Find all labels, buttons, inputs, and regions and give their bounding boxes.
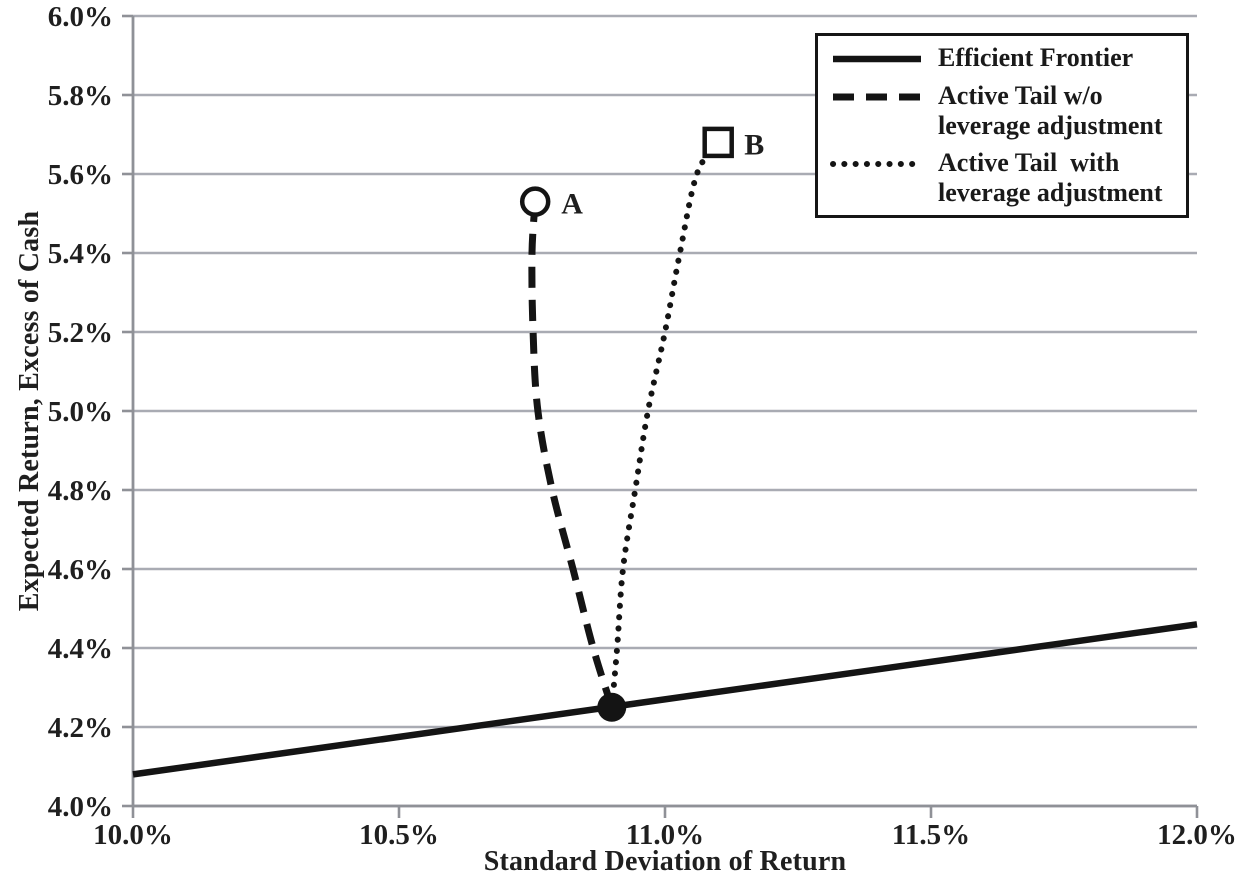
series-solid-line	[132, 621, 1198, 778]
y-tick-label: 5.4%	[48, 238, 113, 270]
y-axis-title: Expected Return, Excess of Cash	[14, 210, 45, 612]
y-tick-label: 4.0%	[48, 791, 113, 823]
legend-entry: Efficient Frontier	[830, 43, 1178, 74]
legend-entry-label: Efficient Frontier	[938, 43, 1134, 72]
x-tick-label: 10.5%	[359, 819, 439, 851]
x-tick-label: 11.0%	[626, 819, 704, 851]
x-axis-title: Standard Deviation of Return	[483, 846, 847, 877]
y-tick-label: 5.0%	[48, 396, 113, 428]
x-tick-label: 10.0%	[93, 819, 173, 851]
y-tick-label: 4.2%	[48, 712, 113, 744]
legend-entry: Active Tail w/o leverage adjustment	[830, 81, 1178, 141]
legend-entry-label: Active Tail with leverage adjustment	[938, 148, 1163, 207]
marker-label: B	[744, 128, 764, 161]
legend-line-sample-dotted	[830, 148, 924, 179]
y-tick-label: 4.8%	[48, 475, 113, 507]
marker-filled-circle	[597, 692, 627, 722]
x-tick-label: 11.5%	[892, 819, 970, 851]
series-dashed-line	[528, 201, 616, 709]
y-tick-label: 5.6%	[48, 159, 113, 191]
marker-open-square	[702, 126, 734, 159]
series-dotted-line	[608, 139, 722, 711]
legend-entry: Active Tail with leverage adjustment	[830, 148, 1178, 208]
y-tick-label: 4.4%	[48, 633, 113, 665]
legend-entry-label: Active Tail w/o leverage adjustment	[938, 81, 1163, 140]
marker-label: A	[561, 188, 583, 221]
legend-line-sample-dashed	[830, 81, 924, 112]
legend-line-sample-solid	[830, 43, 924, 74]
y-tick-label: 6.0%	[48, 1, 113, 33]
legend: Efficient Frontier Active Tail w/o levera…	[815, 33, 1189, 218]
x-tick-label: 12.0%	[1157, 819, 1237, 851]
y-tick-label: 5.2%	[48, 317, 113, 349]
y-tick-label: 5.8%	[48, 80, 113, 112]
y-tick-label: 4.6%	[48, 554, 113, 586]
marker-open-circle	[519, 186, 551, 217]
